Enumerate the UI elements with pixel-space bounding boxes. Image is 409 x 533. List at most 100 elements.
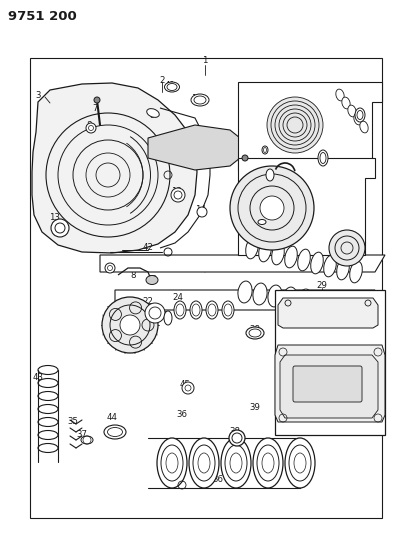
Circle shape [105, 263, 115, 273]
Text: 1: 1 [202, 55, 207, 64]
Polygon shape [32, 83, 196, 253]
Circle shape [196, 207, 207, 217]
Text: 34: 34 [209, 263, 220, 272]
Circle shape [266, 97, 322, 153]
Text: 32: 32 [342, 374, 353, 383]
Text: 27: 27 [337, 233, 348, 243]
Text: 36: 36 [212, 475, 223, 484]
Text: 31: 31 [276, 298, 287, 308]
Text: 19: 19 [352, 106, 362, 115]
Ellipse shape [173, 301, 186, 319]
Text: 20: 20 [189, 259, 200, 268]
Text: 13: 13 [49, 214, 61, 222]
Text: 11: 11 [191, 93, 202, 102]
Ellipse shape [237, 281, 252, 303]
Ellipse shape [312, 291, 326, 313]
Ellipse shape [323, 255, 335, 277]
Ellipse shape [359, 121, 367, 133]
Text: 33: 33 [366, 384, 378, 392]
Ellipse shape [245, 327, 263, 339]
Circle shape [145, 303, 164, 323]
Ellipse shape [191, 94, 209, 106]
Text: 5: 5 [265, 143, 270, 152]
Circle shape [241, 155, 247, 161]
Text: 45: 45 [179, 381, 190, 390]
Polygon shape [148, 125, 239, 170]
Text: 12: 12 [171, 188, 182, 197]
Ellipse shape [282, 287, 297, 309]
Ellipse shape [297, 249, 310, 271]
Ellipse shape [310, 252, 323, 274]
Text: 26: 26 [226, 255, 237, 264]
Circle shape [102, 297, 157, 353]
Text: 39: 39 [249, 403, 260, 413]
Ellipse shape [265, 169, 273, 181]
Text: 15: 15 [245, 185, 256, 195]
Text: 22: 22 [142, 297, 153, 306]
Text: 8: 8 [86, 120, 92, 130]
Ellipse shape [336, 258, 348, 280]
Ellipse shape [146, 276, 157, 285]
Ellipse shape [245, 237, 258, 259]
Text: 42: 42 [142, 244, 153, 253]
Ellipse shape [297, 289, 311, 311]
Ellipse shape [341, 97, 349, 109]
Ellipse shape [257, 220, 265, 224]
Circle shape [229, 430, 245, 446]
Text: 25: 25 [212, 263, 223, 272]
Ellipse shape [81, 436, 93, 444]
Polygon shape [274, 345, 384, 422]
Ellipse shape [146, 109, 159, 117]
Text: 37: 37 [76, 431, 87, 440]
Ellipse shape [267, 285, 281, 307]
Text: 21: 21 [117, 316, 128, 325]
Ellipse shape [104, 425, 126, 439]
Circle shape [328, 230, 364, 266]
Text: 35: 35 [67, 417, 78, 426]
Circle shape [120, 315, 139, 335]
Text: 41: 41 [164, 80, 175, 90]
Text: 7: 7 [92, 103, 97, 112]
Text: 16: 16 [256, 214, 267, 222]
Text: 29: 29 [316, 280, 327, 289]
Polygon shape [279, 355, 377, 418]
Ellipse shape [284, 438, 314, 488]
Ellipse shape [261, 146, 267, 154]
Ellipse shape [354, 108, 364, 122]
Bar [274, 290, 384, 435]
Text: 36: 36 [176, 410, 187, 419]
Text: 24: 24 [172, 294, 183, 303]
Circle shape [229, 166, 313, 250]
Ellipse shape [164, 82, 179, 92]
Text: 9: 9 [149, 110, 154, 119]
Text: 10: 10 [276, 166, 287, 174]
Polygon shape [115, 290, 374, 310]
Circle shape [94, 97, 100, 103]
Text: 38: 38 [229, 427, 240, 437]
Ellipse shape [284, 246, 297, 268]
Ellipse shape [221, 301, 234, 319]
Text: 18: 18 [314, 150, 325, 159]
Ellipse shape [271, 243, 283, 265]
Circle shape [182, 382, 193, 394]
Circle shape [171, 188, 184, 202]
Polygon shape [277, 298, 377, 328]
Circle shape [51, 219, 69, 237]
Polygon shape [237, 82, 381, 170]
Ellipse shape [205, 301, 218, 319]
Ellipse shape [335, 89, 343, 101]
Text: 2: 2 [159, 76, 164, 85]
Circle shape [259, 196, 283, 220]
Text: 28: 28 [249, 326, 260, 335]
Text: 44: 44 [106, 414, 117, 423]
Ellipse shape [157, 438, 187, 488]
Text: 8: 8 [130, 271, 135, 279]
Ellipse shape [353, 113, 361, 125]
Ellipse shape [220, 438, 250, 488]
Circle shape [86, 123, 96, 133]
Text: 30: 30 [366, 294, 377, 303]
Polygon shape [100, 255, 384, 272]
Text: 40: 40 [146, 276, 157, 285]
Text: 3: 3 [35, 91, 40, 100]
Ellipse shape [349, 261, 362, 283]
